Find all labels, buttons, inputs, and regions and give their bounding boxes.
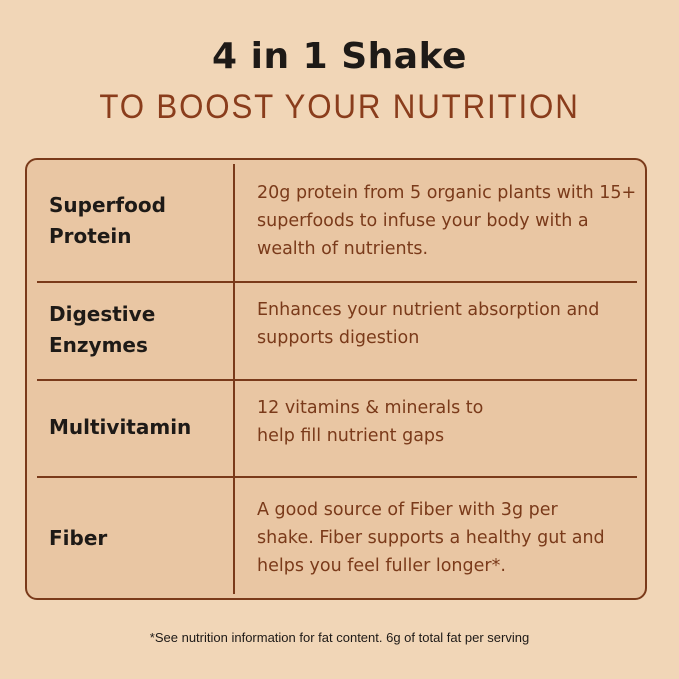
row-description: A good source of Fiber with 3g per shake… (257, 500, 605, 576)
table-row: Multivitamin 12 vitamins & minerals to h… (27, 379, 645, 476)
table-row: Digestive Enzymes Enhances your nutrient… (27, 281, 645, 379)
row-label: Superfood Protein (49, 192, 166, 248)
row-label: Digestive Enzymes (49, 302, 156, 357)
row-label: Fiber (49, 525, 108, 550)
table-row: Fiber A good source of Fiber with 3g per… (27, 476, 645, 600)
row-label: Multivitamin (49, 415, 192, 439)
table-row: Superfood Protein 20g protein from 5 org… (27, 160, 645, 281)
headline: 4 in 1 Shake (212, 36, 467, 77)
row-description: 12 vitamins & minerals to help fill nutr… (257, 397, 484, 446)
row-description: Enhances your nutrient absorption and su… (257, 300, 600, 348)
row-divider (37, 476, 637, 478)
row-divider (37, 281, 637, 283)
benefits-table: Superfood Protein 20g protein from 5 org… (25, 158, 647, 600)
footnote: *See nutrition information for fat conte… (149, 630, 530, 645)
row-divider (37, 379, 637, 381)
subheadline: TO BOOST YOUR NUTRITION (99, 88, 580, 126)
row-description: 20g protein from 5 organic plants with 1… (257, 182, 637, 259)
